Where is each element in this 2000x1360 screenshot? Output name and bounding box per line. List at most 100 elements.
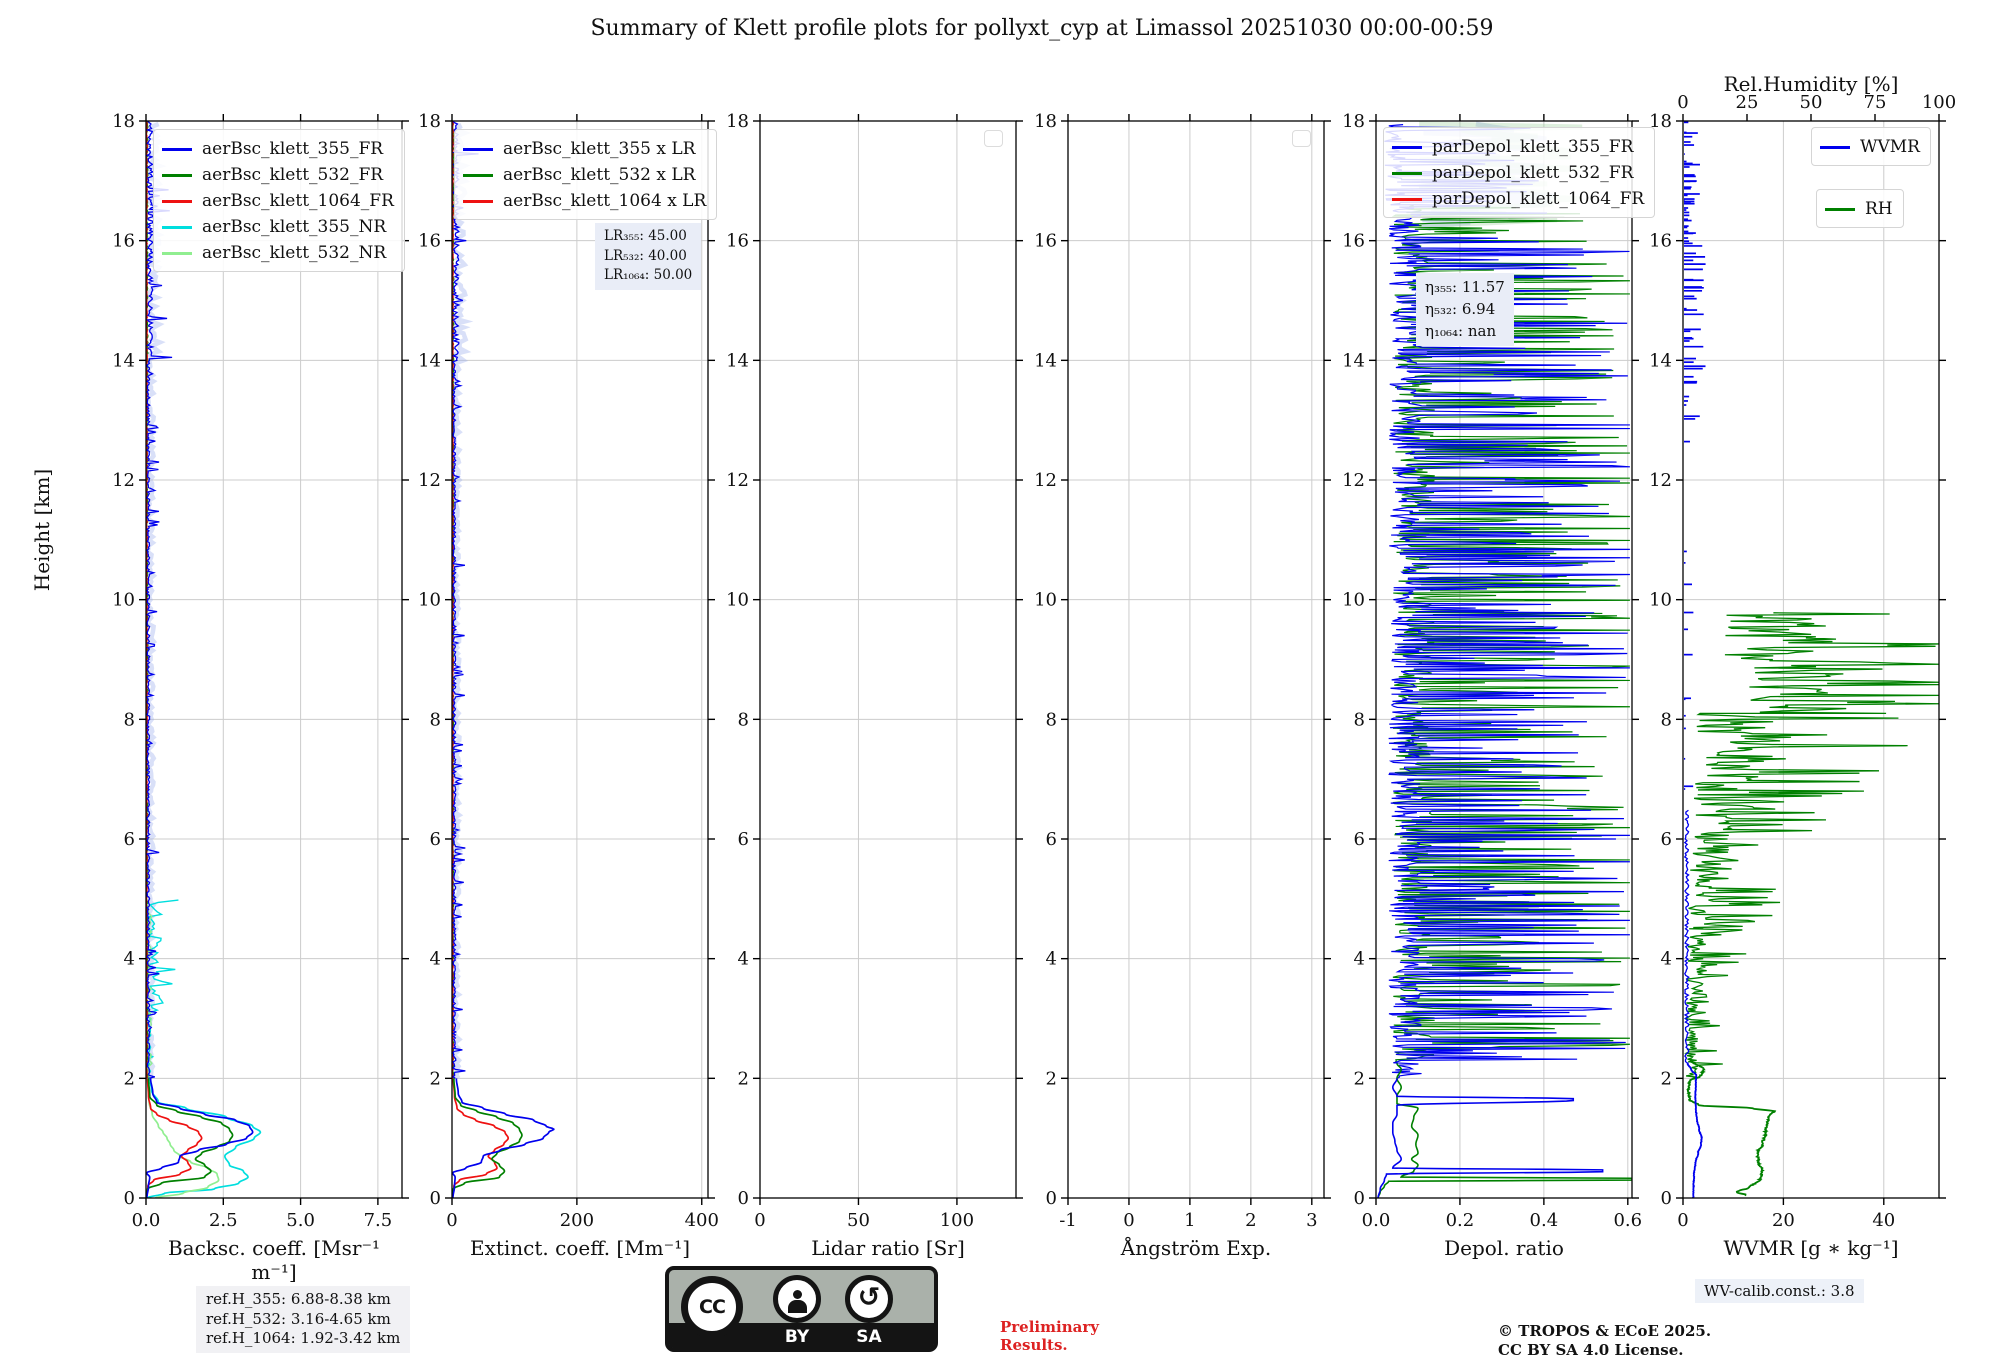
xtick-label: 2.5 <box>209 1210 238 1231</box>
panel-backscatter-series <box>146 121 262 1198</box>
legend-label: WVMR <box>1860 137 1920 157</box>
ytick-label: 18 <box>112 111 135 132</box>
legend-depol_ratio: parDepol_klett_355_FR parDepol_klett_532_… <box>1383 127 1656 218</box>
ytick-label: 6 <box>1354 829 1365 850</box>
legend-label: parDepol_klett_1064_FR <box>1432 189 1645 209</box>
ytick-label: 4 <box>1046 949 1057 970</box>
legend-item: WVMR <box>1820 134 1920 160</box>
ytick-label: 16 <box>112 231 135 252</box>
xtick-label: 2 <box>1245 1210 1256 1231</box>
panel-wvmr-series <box>1683 121 1939 1198</box>
xtick-label: 0.4 <box>1530 1210 1559 1231</box>
ytick-label: 0 <box>738 1188 749 1209</box>
top-xtick-label: 50 <box>1800 92 1823 113</box>
legend-label: aerBsc_klett_532_FR <box>202 165 384 185</box>
legend-label: aerBsc_klett_355 x LR <box>503 139 696 159</box>
ytick-label: 12 <box>1342 470 1365 491</box>
legend-line-swatch <box>463 199 493 203</box>
xtick-label: 0 <box>1677 1210 1688 1231</box>
ytick-label: 6 <box>1046 829 1057 850</box>
top-xtick-label: 25 <box>1736 92 1759 113</box>
ytick-label: 8 <box>738 709 749 730</box>
ytick-label: 10 <box>726 590 749 611</box>
legend-label: parDepol_klett_532_FR <box>1432 163 1634 183</box>
xtick-label: 0.2 <box>1446 1210 1475 1231</box>
xtick-label: 0 <box>1123 1210 1134 1231</box>
ytick-label: 8 <box>430 709 441 730</box>
series-RH_noise <box>1683 612 1939 1079</box>
xtick-label: 0 <box>754 1210 765 1231</box>
annotation-line: η₃₅₅: 11.57 <box>1425 278 1505 296</box>
series-aerBsc_klett_355_FR <box>146 1078 254 1198</box>
legend-line-swatch <box>162 225 192 229</box>
xtick-label: 0.6 <box>1613 1210 1642 1231</box>
preliminary-results-note: Preliminary Results. <box>1000 1318 1099 1354</box>
ytick-label: 2 <box>1354 1068 1365 1089</box>
ytick-label: 12 <box>1034 470 1057 491</box>
legend-wvmr: WVMR <box>1811 127 1931 166</box>
ytick-label: 0 <box>124 1188 135 1209</box>
annotation-line: η₅₃₂: 6.94 <box>1425 299 1496 318</box>
ytick-label: 18 <box>418 111 441 132</box>
legend-label: aerBsc_klett_1064_FR <box>202 191 394 211</box>
legend-item: aerBsc_klett_1064 x LR <box>463 188 706 214</box>
annotation-line: LR₁₀₆₄: 50.00 <box>604 267 693 284</box>
ytick-label: 16 <box>726 231 749 252</box>
legend-line-swatch <box>463 173 493 177</box>
ytick-label: 18 <box>726 111 749 132</box>
ytick-label: 14 <box>418 350 441 371</box>
xtick-label: 0 <box>446 1210 457 1231</box>
legend-line-swatch <box>162 147 192 151</box>
legend-line-swatch <box>1825 207 1855 211</box>
xtick-label: 200 <box>560 1210 594 1231</box>
top-xtick-label: 100 <box>1922 92 1956 113</box>
series-RH <box>1686 1059 1777 1197</box>
legend-line-swatch <box>162 251 192 255</box>
legend-line-swatch <box>463 147 493 151</box>
reference-height-box: ref.H_355: 6.88-8.38 km ref.H_532: 3.16-… <box>196 1286 411 1353</box>
legend-label: aerBsc_klett_532_NR <box>202 243 387 263</box>
ytick-label: 12 <box>112 470 135 491</box>
wv-calibration-box: WV-calib.const.: 3.8 <box>1695 1279 1864 1303</box>
ytick-label: 18 <box>1034 111 1057 132</box>
ytick-label: 14 <box>1034 350 1057 371</box>
ytick-label: 8 <box>1354 709 1365 730</box>
legend-wvmr-1: RH <box>1816 189 1904 228</box>
panel-extinction-series <box>452 121 555 1198</box>
ytick-label: 10 <box>1342 590 1365 611</box>
ytick-label: 12 <box>418 470 441 491</box>
xtick-label: 400 <box>685 1210 719 1231</box>
series-aerBsc_klett_355_NR <box>147 1078 262 1198</box>
legend-item: parDepol_klett_355_FR <box>1392 134 1644 160</box>
ytick-label: 14 <box>1342 350 1365 371</box>
ytick-label: 4 <box>124 949 135 970</box>
legend-line-swatch <box>1392 171 1422 175</box>
cc-by-sa-badge: CC ↺ BY SA <box>665 1266 938 1352</box>
ytick-label: 2 <box>124 1068 135 1089</box>
cc-by-label: BY <box>784 1327 810 1347</box>
ytick-label: 6 <box>738 829 749 850</box>
annotation-line: LR₃₅₅: 45.00 <box>604 228 687 244</box>
ytick-label: 6 <box>124 829 135 850</box>
legend-label: aerBsc_klett_355_FR <box>202 139 384 159</box>
legend-line-swatch <box>1392 145 1422 149</box>
legend-item: parDepol_klett_532_FR <box>1392 160 1644 186</box>
ytick-label: 12 <box>726 470 749 491</box>
ytick-label: 4 <box>1354 949 1365 970</box>
xtick-label: 1 <box>1184 1210 1195 1231</box>
series-aerBsc_klett_532_x_LR <box>452 1078 523 1198</box>
ytick-label: 16 <box>1342 231 1365 252</box>
ytick-label: 18 <box>1649 111 1672 132</box>
cc-sa-label: SA <box>856 1327 882 1347</box>
ytick-label: 0 <box>1354 1188 1365 1209</box>
ytick-label: 4 <box>738 949 749 970</box>
annotation-box-depol_ratio: η₃₅₅: 11.57 η₅₃₂: 6.94 η₁₀₆₄: nan <box>1416 273 1514 347</box>
ytick-label: 16 <box>1034 231 1057 252</box>
legend-line-swatch <box>162 173 192 177</box>
ytick-label: 0 <box>1046 1188 1057 1209</box>
xtick-label: 5.0 <box>286 1210 315 1231</box>
legend-label: aerBsc_klett_532 x LR <box>503 165 696 185</box>
series-aerBsc_klett_1064_x_LR <box>452 1078 510 1198</box>
series-aerBsc_355_FR_upper <box>146 121 173 1079</box>
